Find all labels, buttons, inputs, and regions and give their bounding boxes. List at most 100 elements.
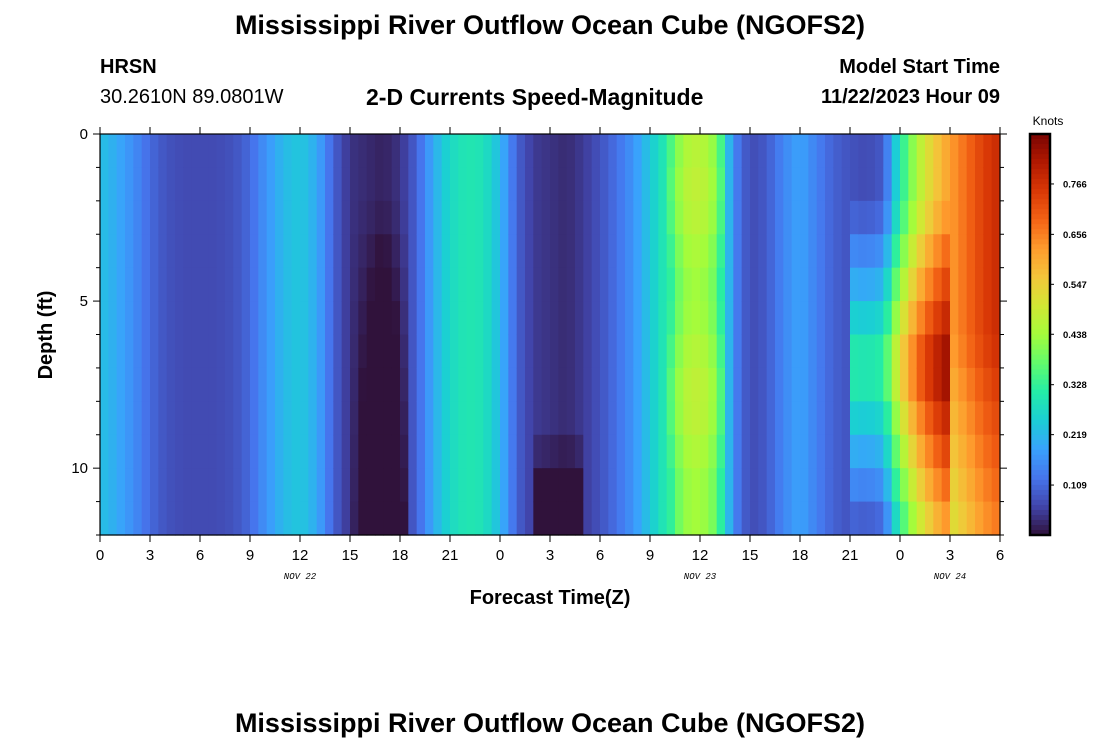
colorbar-swatch	[1030, 484, 1050, 491]
colorbar-tick-label: 0.438	[1063, 330, 1087, 341]
heatmap-cell	[916, 200, 926, 235]
heatmap-cell	[450, 200, 459, 235]
heatmap-cell	[233, 401, 243, 436]
heatmap-cell	[533, 234, 543, 269]
heatmap-cell	[466, 501, 476, 536]
heatmap-cell	[241, 334, 251, 369]
heatmap-cell	[958, 367, 968, 402]
heatmap-cell	[758, 267, 768, 302]
heatmap-cell	[291, 301, 301, 336]
heatmap-cell	[800, 501, 809, 536]
heatmap-cell	[641, 134, 651, 169]
heatmap-cell	[108, 468, 118, 503]
heatmap-cell	[150, 468, 159, 503]
heatmap-cell	[983, 334, 993, 369]
heatmap-cell	[175, 234, 184, 269]
heatmap-cell	[325, 167, 334, 202]
heatmap-cell	[133, 167, 143, 202]
heatmap-cell	[975, 367, 984, 402]
heatmap-cell	[900, 200, 909, 235]
heatmap-cell	[141, 401, 151, 436]
heatmap-cell	[808, 468, 818, 503]
heatmap-cell	[258, 434, 268, 469]
heatmap-cell	[566, 301, 576, 336]
heatmap-cell	[808, 234, 818, 269]
heatmap-cell	[550, 434, 559, 469]
heatmap-cell	[441, 367, 451, 402]
heatmap-cell	[575, 468, 584, 503]
heatmap-cell	[625, 234, 634, 269]
heatmap-cell	[408, 167, 418, 202]
heatmap-cell	[883, 234, 893, 269]
heatmap-cell	[375, 401, 384, 436]
heatmap-cell	[366, 468, 376, 503]
heatmap-cell	[658, 134, 668, 169]
heatmap-cell	[275, 434, 284, 469]
heatmap-cell	[733, 234, 743, 269]
heatmap-cell	[458, 134, 468, 169]
heatmap-cell	[191, 401, 201, 436]
heatmap-cell	[575, 401, 584, 436]
heatmap-cell	[541, 434, 551, 469]
heatmap-cell	[608, 134, 618, 169]
heatmap-cell	[383, 501, 393, 536]
heatmap-cell	[900, 468, 909, 503]
heatmap-cell	[366, 334, 376, 369]
heatmap-cell	[441, 434, 451, 469]
heatmap-cell	[708, 134, 718, 169]
station-coordinates: 30.2610N 89.0801W	[100, 86, 284, 108]
heatmap-cell	[191, 434, 201, 469]
heatmap-cell	[733, 267, 743, 302]
heatmap-cell	[991, 134, 1001, 169]
heatmap-cell	[725, 367, 734, 402]
heatmap-cell	[916, 134, 926, 169]
heatmap-cell	[666, 134, 676, 169]
heatmap-cell	[683, 167, 693, 202]
heatmap-cell	[233, 134, 243, 169]
heatmap-chart: 0 3 6 9 12 15 18 21 0 3 6 9 12 15 18 21 0 3 6 0 5 10 NOV 22 NOV…	[35, 114, 1087, 609]
heatmap-cell	[675, 267, 684, 302]
heatmap-cell	[408, 267, 418, 302]
heatmap-cell	[458, 468, 468, 503]
heatmap-cell	[666, 234, 676, 269]
heatmap-cell	[341, 267, 351, 302]
heatmap-cell	[258, 134, 268, 169]
heatmap-cell	[441, 267, 451, 302]
heatmap-cell	[550, 334, 559, 369]
heatmap-cell	[541, 301, 551, 336]
heatmap-cell	[991, 234, 1001, 269]
heatmap-cell	[600, 367, 609, 402]
heatmap-cell	[650, 401, 659, 436]
heatmap-cell	[575, 134, 584, 169]
heatmap-cell	[525, 200, 534, 235]
heatmap-cell	[366, 234, 376, 269]
heatmap-cell	[866, 367, 876, 402]
heatmap-cell	[300, 501, 309, 536]
heatmap-cell	[366, 367, 376, 402]
heatmap-cell	[375, 434, 384, 469]
heatmap-cell	[516, 401, 526, 436]
heatmap-cell	[716, 401, 726, 436]
heatmap-cell	[266, 200, 276, 235]
heatmap-cell	[708, 401, 718, 436]
heatmap-cell	[475, 468, 484, 503]
heatmap-cell	[283, 501, 293, 536]
heatmap-cell	[975, 200, 984, 235]
heatmap-cell	[450, 501, 459, 536]
colorbar-swatch	[1030, 509, 1050, 516]
heatmap-cell	[450, 167, 459, 202]
heatmap-cell	[650, 200, 659, 235]
heatmap-cell	[933, 301, 943, 336]
colorbar-swatch	[1030, 204, 1050, 210]
heatmap-cell	[500, 234, 509, 269]
heatmap-cell	[700, 501, 709, 536]
heatmap-cell	[416, 267, 426, 302]
heatmap-cell	[291, 134, 301, 169]
heatmap-cell	[100, 167, 109, 202]
heatmap-cell	[283, 401, 293, 436]
heatmap-cell	[758, 234, 768, 269]
heatmap-cell	[641, 167, 651, 202]
heatmap-cell	[391, 401, 401, 436]
heatmap-cell	[375, 367, 384, 402]
heatmap-cell	[733, 434, 743, 469]
